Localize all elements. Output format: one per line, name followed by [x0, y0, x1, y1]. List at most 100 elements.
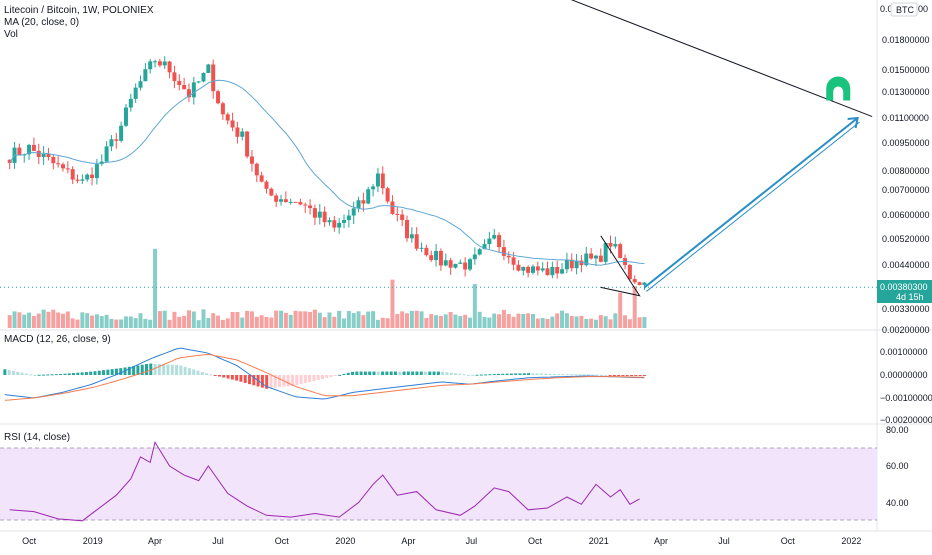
candle-body: [279, 199, 284, 202]
rsi-axis-tick: 60.00: [886, 461, 909, 471]
candle-body: [467, 259, 472, 270]
candle-body: [303, 204, 308, 206]
macd-histogram-bar: [278, 375, 282, 388]
candle-body: [589, 253, 594, 259]
candle-body: [409, 234, 414, 239]
macd-histogram-bar: [527, 373, 531, 375]
volume-bar: [119, 319, 124, 328]
macd-histogram-bar: [119, 368, 123, 375]
macd-histogram-bar: [621, 375, 625, 376]
candle-body: [395, 213, 400, 215]
volume-bar: [346, 311, 351, 328]
time-axis-tick: Apr: [654, 536, 668, 546]
volume-bar: [317, 312, 322, 328]
macd-histogram-bar: [196, 370, 200, 375]
macd-histogram-bar: [102, 370, 106, 375]
macd-histogram-bar: [458, 373, 462, 375]
volume-bar: [186, 310, 191, 328]
volume-bar: [390, 279, 395, 328]
macd-histogram-bar: [608, 375, 612, 376]
candle-body: [390, 201, 395, 214]
volume-bar: [56, 312, 61, 328]
candle-body: [143, 69, 148, 82]
macd-histogram-bar: [466, 374, 470, 376]
macd-histogram-bar: [432, 371, 436, 375]
volume-bar: [458, 316, 463, 328]
macd-histogram-bar: [604, 374, 608, 376]
macd-histogram-bar: [638, 375, 642, 376]
macd-histogram-bar: [625, 375, 629, 376]
macd-histogram-bar: [316, 375, 320, 380]
candle-body: [191, 82, 196, 98]
volume-bar: [143, 318, 148, 328]
volume-bar: [550, 316, 555, 328]
volume-bar: [230, 311, 235, 328]
volume-bar: [196, 320, 201, 328]
ma-legend: MA (20, close, 0): [4, 17, 79, 28]
candle-body: [264, 181, 269, 189]
candle-body: [472, 254, 477, 260]
macd-axis-tick: −0.00100000: [880, 393, 932, 403]
volume-bar: [177, 316, 182, 328]
volume-bar: [467, 317, 472, 328]
volume-bar: [608, 319, 613, 328]
candle-body: [356, 200, 361, 209]
candle-body: [419, 247, 424, 249]
volume-bars: [7, 248, 647, 328]
currency-badge[interactable]: [890, 2, 918, 17]
macd-histogram-bar: [488, 374, 492, 376]
price-axis-tick: 0.00950000: [882, 138, 930, 148]
moving-average: [9, 79, 645, 266]
volume-bar: [274, 310, 279, 328]
candle-body: [46, 153, 51, 158]
macd-histogram-bar: [582, 374, 586, 376]
volume-bar: [477, 311, 482, 328]
macd-histogram-bar: [205, 373, 209, 375]
macd-histogram-bar: [286, 375, 290, 387]
price-axis-tick: 0.01800000: [882, 35, 930, 45]
candle-body: [128, 98, 133, 108]
macd-histogram-bar: [411, 371, 415, 375]
candle-body: [148, 61, 153, 70]
macd-histogram-bar: [505, 373, 509, 375]
candle-body: [274, 195, 279, 202]
volume-bar: [75, 319, 80, 328]
candle-body: [153, 61, 158, 63]
macd-histogram-bar: [561, 374, 565, 376]
volume-bar: [90, 315, 95, 328]
macd-histogram-bar: [308, 375, 312, 383]
currency-badge-label[interactable]: BTC: [896, 5, 915, 15]
macd-histogram-bar: [110, 369, 114, 375]
volume-bar: [589, 318, 594, 328]
macd-histogram-bar: [80, 372, 84, 375]
macd-histogram-bar: [578, 374, 582, 376]
macd-histogram-bar: [557, 374, 561, 376]
time-axis-tick: 2020: [335, 536, 355, 546]
macd-histogram-bar: [389, 371, 393, 375]
volume-bar: [216, 315, 221, 328]
macd-histogram-bar: [351, 371, 355, 375]
volume-bar: [36, 313, 41, 328]
volume-bar: [361, 315, 366, 328]
candle-body: [123, 107, 128, 126]
volume-bar: [511, 316, 516, 328]
macd-pane: [3, 347, 646, 401]
macd-histogram-bar: [355, 371, 359, 375]
macd-histogram-bar: [544, 373, 548, 375]
macd-histogram-bar: [11, 370, 15, 375]
candle-body: [501, 247, 506, 256]
macd-histogram-bar: [37, 374, 41, 376]
price-axis-tick: 0.00600000: [882, 210, 930, 220]
candle-body: [438, 250, 443, 266]
time-axis-tick: Oct: [22, 536, 37, 546]
candle-body: [516, 264, 521, 271]
candle-body: [337, 222, 342, 228]
volume-bar: [249, 311, 254, 328]
trendline: [570, 0, 873, 118]
volume-bar: [279, 310, 284, 328]
macd-histogram-bar: [114, 368, 118, 375]
candle-body: [477, 249, 482, 255]
macd-histogram-bar: [192, 369, 196, 375]
candle-body: [598, 255, 603, 262]
macd-histogram-bar: [359, 371, 363, 375]
